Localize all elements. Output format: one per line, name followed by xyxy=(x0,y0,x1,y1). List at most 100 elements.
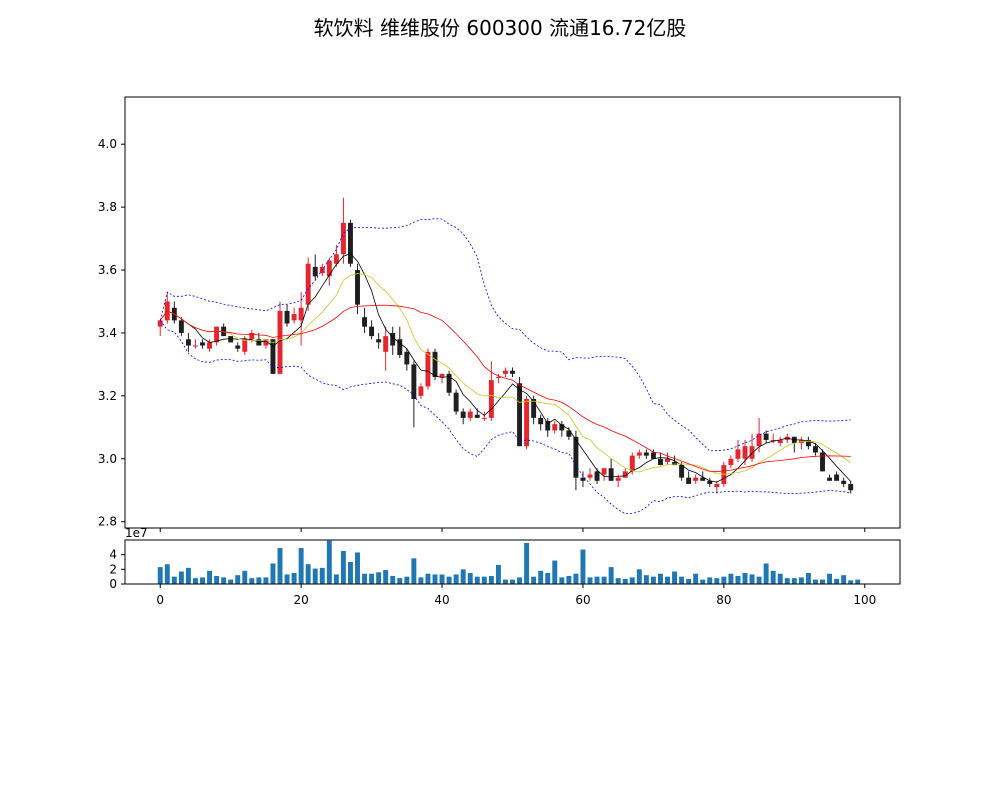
candle-body xyxy=(686,477,692,484)
candle-body xyxy=(404,351,410,365)
volume-bar xyxy=(805,573,811,584)
volume-bar xyxy=(834,578,840,584)
candle-body xyxy=(432,351,438,377)
candle-body xyxy=(312,266,318,277)
volume-bar xyxy=(622,578,628,584)
candle-body xyxy=(263,339,269,346)
candle-body xyxy=(707,480,713,484)
candle-body xyxy=(517,383,523,447)
candle-body xyxy=(383,336,389,352)
candle-body xyxy=(355,270,360,305)
volume-bar xyxy=(650,576,656,584)
volume-xtick-label: 60 xyxy=(575,593,590,607)
candle-body xyxy=(270,339,276,374)
volume-bar xyxy=(256,577,262,584)
candle-body xyxy=(742,446,748,459)
candle-body xyxy=(178,320,184,333)
volume-bar xyxy=(679,576,685,584)
candle-body xyxy=(390,332,396,346)
volume-bar xyxy=(249,578,255,584)
volume-bar xyxy=(538,570,544,584)
candle-body xyxy=(827,477,833,481)
volume-bar xyxy=(192,578,198,584)
volume-bar xyxy=(587,577,593,584)
volume-bar xyxy=(777,573,783,584)
candle-body xyxy=(305,263,311,305)
candle-body xyxy=(333,254,339,264)
candle-body xyxy=(841,480,847,484)
volume-bar xyxy=(643,575,649,584)
volume-bar xyxy=(848,580,854,584)
candle-body xyxy=(728,458,734,466)
candle-body xyxy=(636,452,642,456)
volume-bar xyxy=(418,577,424,584)
volume-bar xyxy=(488,575,494,584)
price-ytick-label: 3.0 xyxy=(98,452,117,466)
price-panel: 2.8 3.0 3.2 3.4 3.6 3.8 4.0 xyxy=(98,96,901,532)
volume-bar xyxy=(235,575,241,584)
candle-body xyxy=(277,310,283,374)
volume-bar xyxy=(369,573,375,584)
volume-bar xyxy=(340,551,346,584)
candle-body xyxy=(425,351,431,387)
candle-body xyxy=(242,339,248,352)
candle-body xyxy=(566,430,572,437)
candle-body xyxy=(207,342,213,349)
candle-body xyxy=(693,477,699,481)
candle-body xyxy=(622,471,628,478)
volume-bar xyxy=(171,576,177,584)
volume-bar xyxy=(693,573,699,584)
volume-bar xyxy=(608,567,614,584)
chart-title: 软饮料 维维股份 600300 流通16.72亿股 xyxy=(313,16,687,40)
candle-body xyxy=(834,474,840,481)
volume-xtick-label: 0 xyxy=(156,593,164,607)
candle-body xyxy=(665,458,670,462)
volume-bar xyxy=(270,563,276,584)
volume-bar xyxy=(178,571,184,584)
volume-ytick-label: 4 xyxy=(109,548,117,562)
candle-body xyxy=(573,436,579,478)
candle-body xyxy=(524,399,530,447)
volume-bar xyxy=(721,576,727,584)
volume-bar xyxy=(164,564,170,584)
volume-bar xyxy=(376,572,382,584)
volume-bar xyxy=(474,576,480,584)
candle-body xyxy=(594,471,600,481)
volume-bar xyxy=(214,575,220,584)
candle-body xyxy=(820,452,825,472)
volume-xtick-label: 40 xyxy=(434,593,449,607)
candle-body xyxy=(446,373,452,393)
ma10-line xyxy=(159,273,851,475)
volume-bar xyxy=(510,579,515,584)
volume-xtick-label: 80 xyxy=(716,593,731,607)
volume-bar xyxy=(615,578,621,584)
candle-body xyxy=(439,373,445,377)
candle-body xyxy=(643,452,649,456)
volume-bar xyxy=(559,577,565,584)
volume-bar xyxy=(319,567,325,584)
candle-body xyxy=(538,417,544,425)
candle-body xyxy=(756,433,762,447)
volume-bar xyxy=(594,576,600,584)
volume-bar xyxy=(686,578,692,584)
volume-bar xyxy=(383,570,389,584)
volume-bar xyxy=(700,579,706,584)
volume-bar xyxy=(453,574,459,584)
boll-upper-line xyxy=(159,218,851,452)
candle-body xyxy=(340,222,346,255)
candle-body xyxy=(460,411,466,418)
volume-bar xyxy=(425,573,431,584)
candle-body xyxy=(650,452,656,459)
candle-body xyxy=(235,345,241,349)
candle-body xyxy=(770,439,776,441)
volume-bar xyxy=(573,573,579,584)
candle-body xyxy=(812,446,818,453)
candle-body xyxy=(467,411,473,418)
volume-bar xyxy=(411,558,417,584)
volume-bar xyxy=(756,576,762,584)
candle-body xyxy=(256,339,262,346)
volume-bar xyxy=(305,564,311,584)
candle-body xyxy=(453,392,459,412)
candle-body xyxy=(200,342,205,346)
